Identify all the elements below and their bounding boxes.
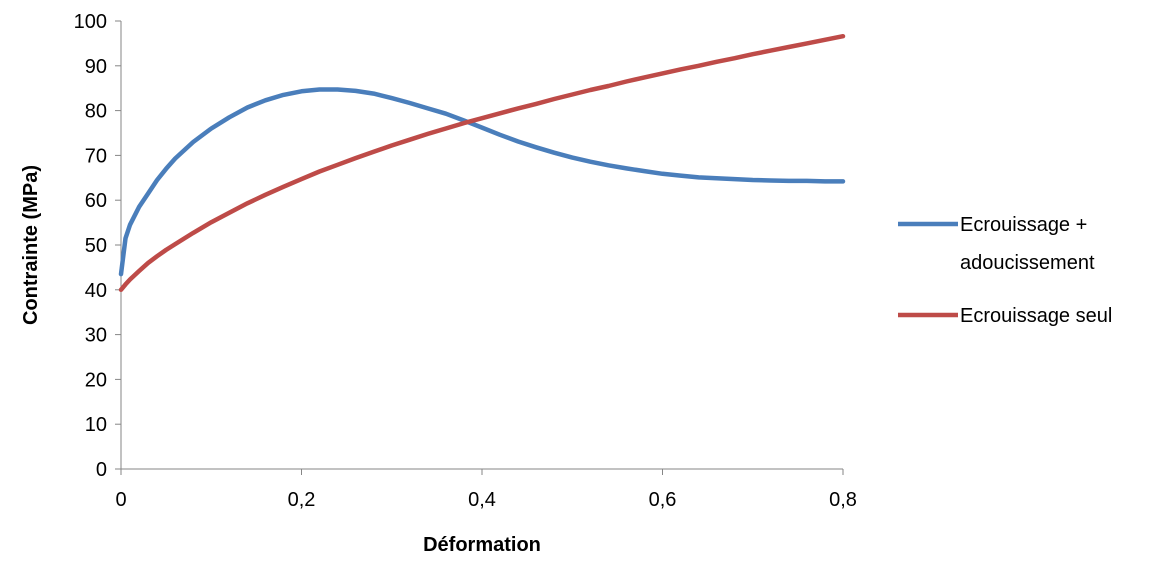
legend: Ecrouissage + adoucissement Ecrouissage se… <box>898 214 1112 327</box>
x-tick-label: 0,8 <box>829 489 857 511</box>
y-tick-label: 40 <box>85 280 107 302</box>
x-axis-title: Déformation <box>423 534 541 556</box>
y-tick-label: 10 <box>85 414 107 436</box>
series-line-2 <box>118 33 846 293</box>
axes <box>120 21 843 470</box>
y-tick-label: 100 <box>74 11 107 33</box>
y-tick-label: 50 <box>85 235 107 257</box>
y-axis-title: Contrainte (MPa) <box>20 165 42 325</box>
legend-label-1: adoucissement <box>960 252 1095 274</box>
x-tick-label: 0 <box>115 489 126 511</box>
series-lines <box>118 33 846 293</box>
y-tick-label: 70 <box>85 145 107 167</box>
y-tick-label: 60 <box>85 190 107 212</box>
legend-label-1: Ecrouissage + <box>960 214 1087 236</box>
y-tick-label: 80 <box>85 101 107 123</box>
y-tick-label: 20 <box>85 369 107 391</box>
series-line-1 <box>118 87 846 277</box>
tick-marks: 0 10 20 30 40 50 60 70 80 90 100 0 0,2 0,4 0,6 0,8 <box>74 11 857 511</box>
y-tick-label: 90 <box>85 56 107 78</box>
x-tick-label: 0,6 <box>649 489 677 511</box>
y-tick-label: 0 <box>96 459 107 481</box>
y-tick-label: 30 <box>85 325 107 347</box>
x-tick-label: 0,2 <box>288 489 316 511</box>
x-tick-label: 0,4 <box>468 489 496 511</box>
legend-label-2: Ecrouissage seul <box>960 305 1112 327</box>
